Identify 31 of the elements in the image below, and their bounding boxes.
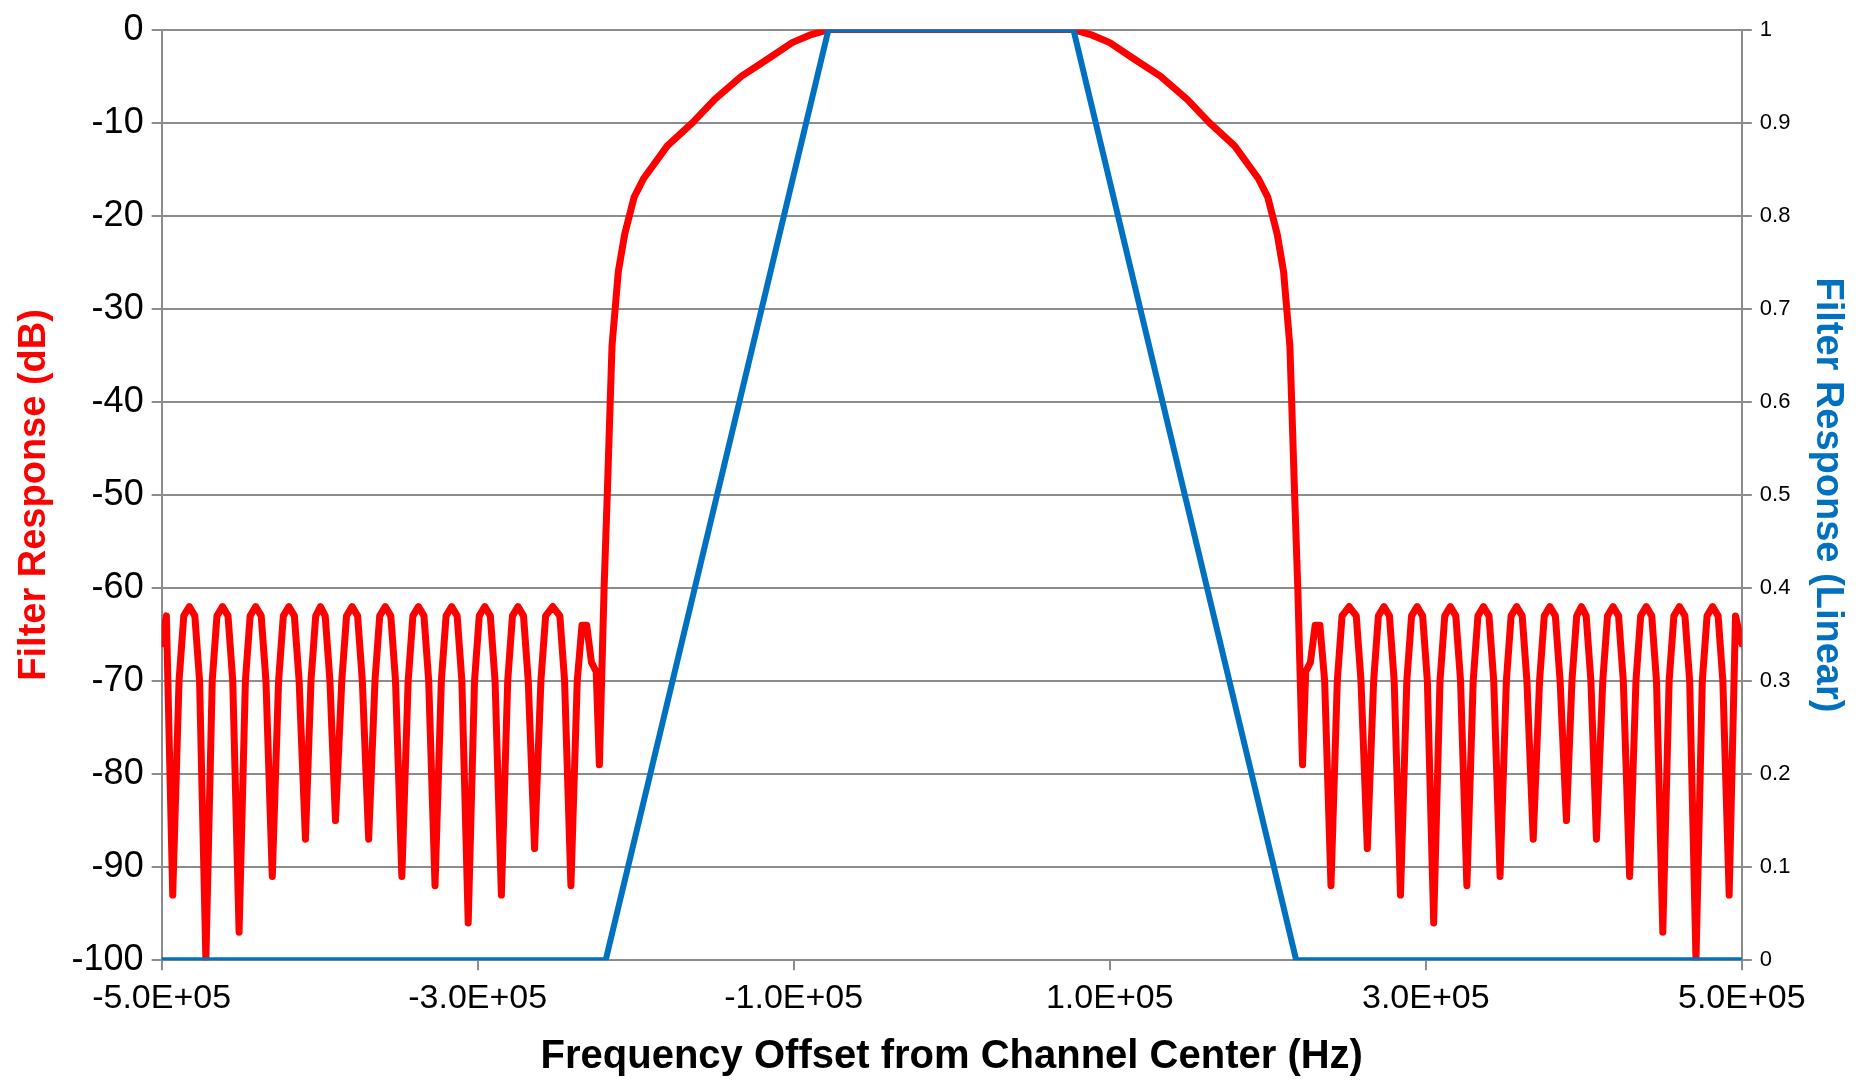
x-tick-label: -3.0E+05 [408,976,548,1015]
y2-tick-label: 0.2 [1759,760,1791,786]
y2-axis-title: Filter Response (Linear) [1808,277,1851,713]
x-tick-label: 5.0E+05 [1678,976,1806,1015]
y-tick-label: 0 [123,6,144,48]
y2-tick-label: 0.3 [1759,667,1791,693]
y-axis-title: Filter Response (dB) [11,309,54,681]
y-tick-label: -70 [91,657,144,699]
y2-tick-label: 0.7 [1759,294,1791,320]
y2-tick-label: 0.8 [1759,201,1791,227]
y2-tick-label: 0.9 [1759,108,1791,134]
y-tick-label: -100 [71,937,144,979]
y2-tick-label: 0 [1759,946,1773,972]
x-tick-label: -5.0E+05 [92,976,232,1015]
y-tick-label: -10 [91,99,144,141]
y-tick-label: -50 [91,471,144,513]
y-tick-label: -40 [91,378,144,420]
y2-tick-label: 0.6 [1759,387,1791,413]
x-tick-label: 3.0E+05 [1361,976,1490,1015]
y2-tick-label: 0.4 [1759,574,1791,600]
y-tick-label: -30 [91,285,144,327]
y-tick-label: -80 [91,751,144,792]
y-tick-label: -20 [91,192,144,234]
x-axis-title: Frequency Offset from Channel Center (Hz) [540,1032,1363,1077]
x-tick-label: 1.0E+05 [1045,976,1174,1015]
y-tick-label: -60 [91,564,144,606]
y2-tick-label: 0.5 [1759,480,1791,506]
y2-tick-label: 1 [1759,15,1773,41]
y-tick-label: -90 [91,844,144,886]
y2-tick-label: 0.1 [1759,853,1791,879]
x-tick-label: -1.0E+05 [724,976,864,1015]
